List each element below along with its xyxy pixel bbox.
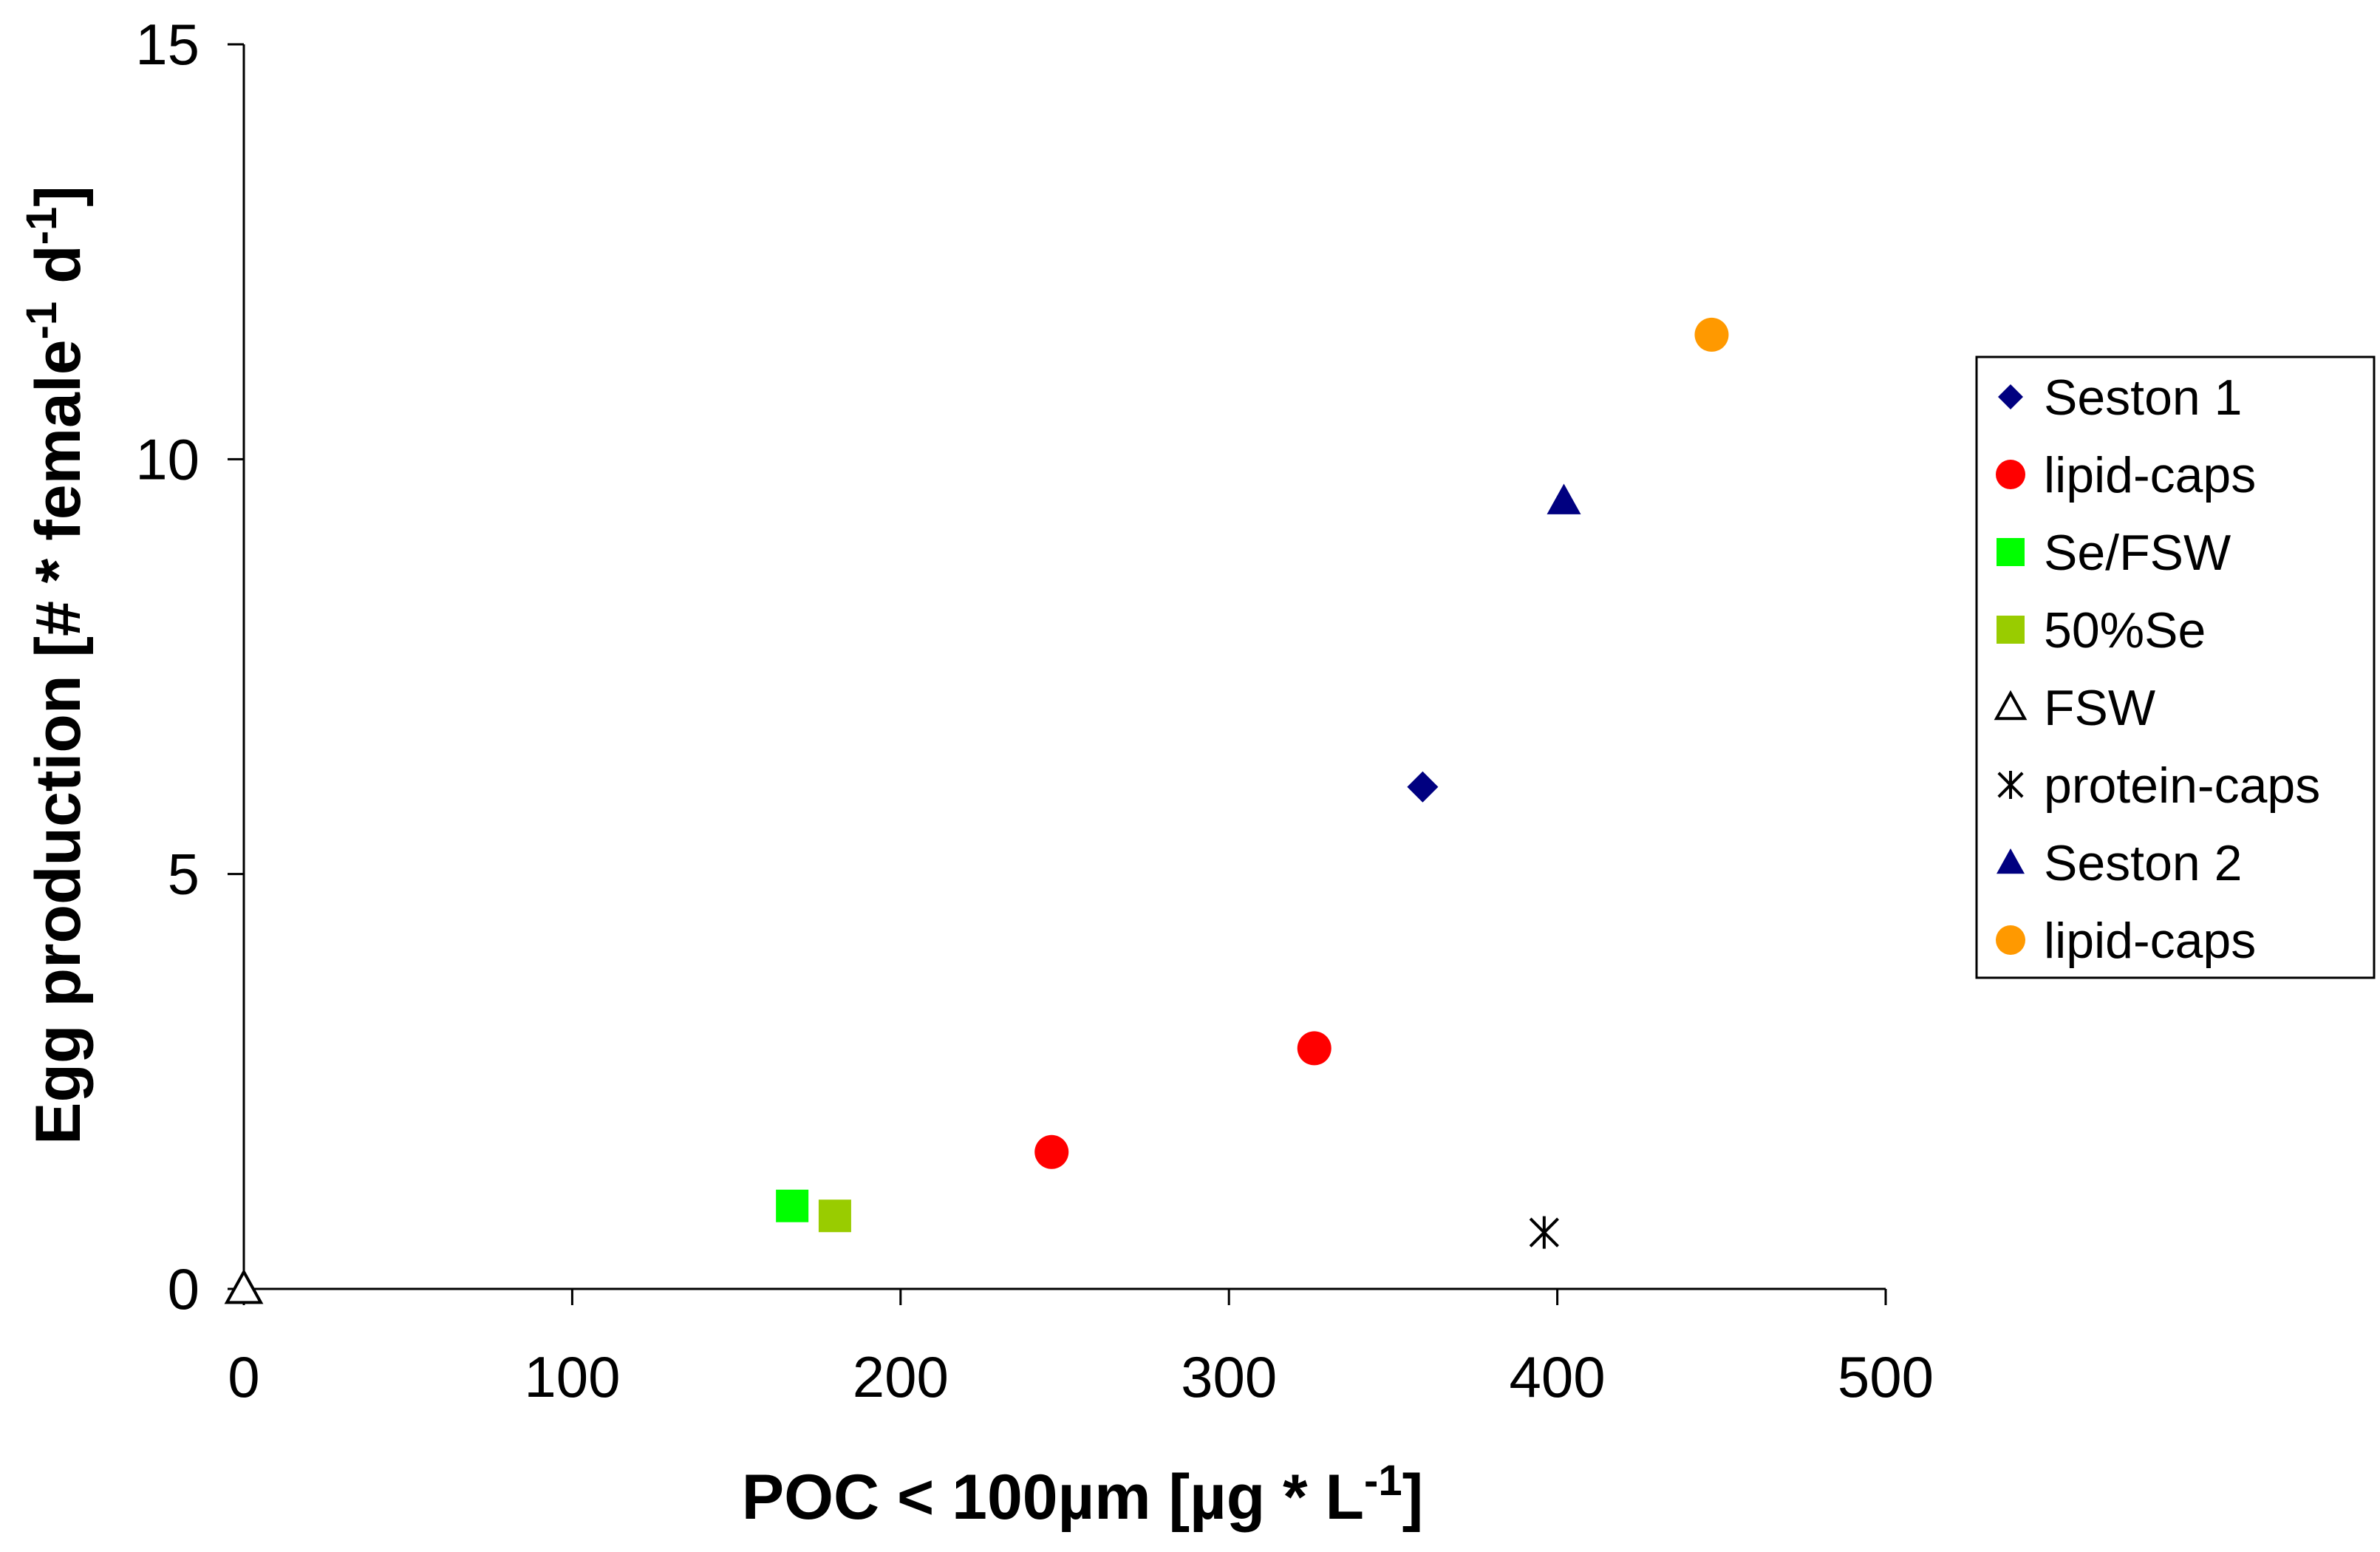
legend-label: lipid-caps [2044, 447, 2256, 503]
legend-label: Seston 1 [2044, 370, 2242, 426]
data-point-triangle [1547, 483, 1581, 514]
data-point-star [1529, 1216, 1559, 1249]
legend-item: lipid-caps [1996, 913, 2256, 969]
legend-label: Seston 2 [2044, 835, 2242, 891]
legend-item: 50%Se [1997, 602, 2206, 658]
y-tick-label: 5 [168, 842, 200, 907]
y-tick-label: 15 [135, 12, 200, 77]
legend-label: FSW [2044, 680, 2155, 736]
data-point-diamond [1407, 771, 1439, 803]
y-tick-label: 0 [168, 1256, 200, 1321]
y-tick-label: 10 [135, 426, 200, 491]
x-tick-label: 400 [1510, 1344, 1606, 1409]
legend-marker-triangle [1997, 848, 2025, 874]
legend-marker-circle [1996, 925, 2025, 955]
x-tick-label: 300 [1181, 1344, 1277, 1409]
x-tick-label: 200 [853, 1344, 949, 1409]
legend-label: lipid-caps [2044, 913, 2256, 969]
legend-marker-square [1997, 616, 2025, 644]
x-axis-title: POC < 100µm [µg * L-1] [742, 1457, 1424, 1533]
x-tick-label: 500 [1838, 1344, 1934, 1409]
legend-label: 50%Se [2044, 602, 2206, 658]
axes [228, 43, 1887, 1305]
legend-box [1975, 355, 2376, 979]
legend-marker-square [1997, 538, 2025, 566]
legend-marker-triangle [1994, 690, 2028, 721]
legend-item: protein-caps [1997, 758, 2320, 814]
data-point-circle [1034, 1134, 1069, 1169]
legend-item: Se/FSW [1997, 525, 2231, 581]
x-tick-label: 0 [228, 1344, 259, 1409]
legend: Seston 1 lipid-caps Se/FSW 50%Se FSW protein-… [1975, 355, 2376, 979]
data-point-triangle [224, 1268, 264, 1304]
legend-marker-diamond [1998, 384, 2023, 409]
data-points [224, 317, 1729, 1304]
legend-item: lipid-caps [1996, 447, 2256, 503]
legend-label: Se/FSW [2044, 525, 2231, 581]
legend-marker-star [1997, 771, 2024, 799]
legend-item: Seston 2 [1997, 835, 2242, 891]
data-point-square [818, 1199, 851, 1233]
legend-item: Seston 1 [1998, 370, 2242, 426]
y-axis-title: Egg production [# * female-1 d-1] [18, 186, 94, 1145]
tick-labels: 0 100 200 300 400 500 0 5 10 15 [135, 12, 1934, 1409]
data-point-circle [1694, 317, 1729, 352]
data-point-square [776, 1189, 809, 1222]
x-tick-label: 100 [524, 1344, 620, 1409]
legend-item: FSW [1994, 680, 2155, 736]
legend-marker-circle [1996, 460, 2025, 489]
legend-label: protein-caps [2044, 758, 2320, 814]
data-point-circle [1297, 1031, 1331, 1066]
